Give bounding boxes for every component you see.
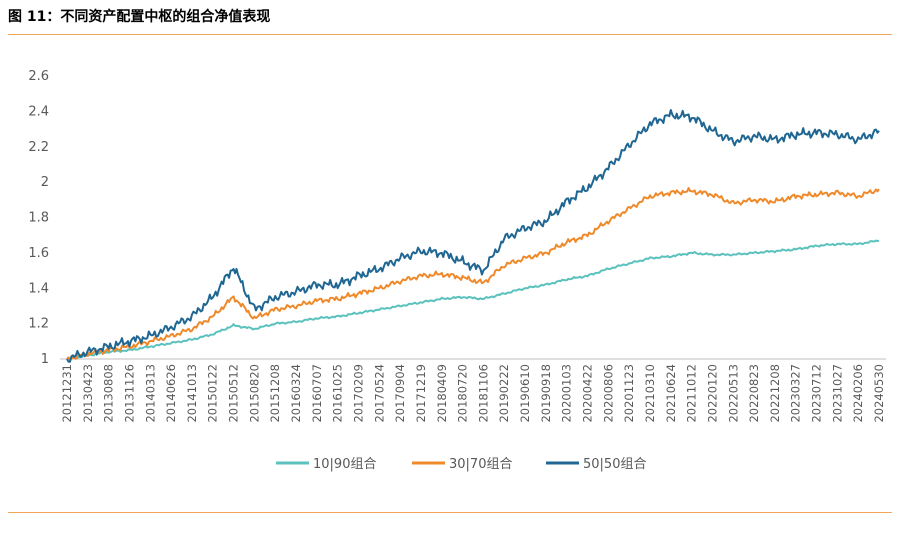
x-tick-label: 20160324 [289,364,303,423]
x-tick-label: 20160707 [310,364,324,423]
x-tick-label: 20170904 [393,364,407,423]
series-line [66,239,880,360]
x-tick-label: 20220120 [705,364,719,423]
series-line [66,109,880,363]
x-tick-label: 20121231 [60,364,74,423]
y-tick-label: 2.6 [28,69,49,84]
legend-label: 10|90组合 [313,457,376,472]
x-tick-label: 20231027 [830,364,844,423]
legend-label: 50|50组合 [583,457,646,472]
x-tick-label: 20151208 [268,364,282,423]
x-tick-label: 20150820 [247,364,261,423]
x-tick-label: 20220513 [726,364,740,423]
x-tick-label: 20221208 [768,364,782,423]
x-tick-label: 20200806 [601,364,615,423]
x-tick-label: 20150512 [227,364,241,423]
x-tick-label: 20240530 [872,364,886,423]
y-tick-label: 1.8 [28,211,49,226]
x-tick-label: 20230712 [810,364,824,423]
chart-title: 图 11：不同资产配置中枢的组合净值表现 [8,9,271,25]
y-tick-label: 1 [41,352,49,367]
y-tick-label: 1.6 [28,246,49,261]
x-tick-label: 20140313 [143,364,157,423]
x-tick-label: 20230327 [789,364,803,423]
x-tick-label: 20140626 [164,364,178,423]
series-line [66,187,880,361]
x-tick-label: 20171219 [414,364,428,423]
legend-label: 30|70组合 [449,457,512,472]
x-tick-label: 20210624 [664,364,678,423]
y-tick-label: 2.4 [28,104,49,119]
x-tick-label: 20131126 [122,364,136,423]
x-tick-label: 20210310 [643,364,657,423]
y-tick-label: 2.2 [28,140,49,155]
x-tick-label: 20201123 [622,364,636,423]
x-tick-label: 20190610 [518,364,532,423]
x-tick-label: 20200103 [560,364,574,423]
x-tick-label: 20150122 [206,364,220,423]
x-tick-label: 20170524 [372,364,386,423]
x-tick-label: 20130808 [102,364,116,423]
x-tick-label: 20141013 [185,364,199,423]
x-tick-label: 20190918 [539,364,553,423]
x-tick-label: 20181106 [476,364,490,423]
x-tick-label: 20240206 [851,364,865,423]
x-tick-label: 20200422 [581,364,595,423]
x-tick-label: 20190222 [497,364,511,423]
x-tick-label: 20211012 [685,364,699,423]
x-tick-label: 20170209 [351,364,365,423]
title-divider [8,34,892,35]
x-tick-label: 20180409 [435,364,449,423]
y-tick-label: 1.4 [28,281,49,296]
x-tick-label: 20161025 [331,364,345,423]
y-tick-label: 2 [41,175,49,190]
x-tick-label: 20130423 [81,364,95,423]
x-tick-label: 20220823 [747,364,761,423]
y-tick-label: 1.2 [28,317,49,332]
bottom-divider [8,512,892,513]
x-tick-label: 20180720 [456,364,470,423]
